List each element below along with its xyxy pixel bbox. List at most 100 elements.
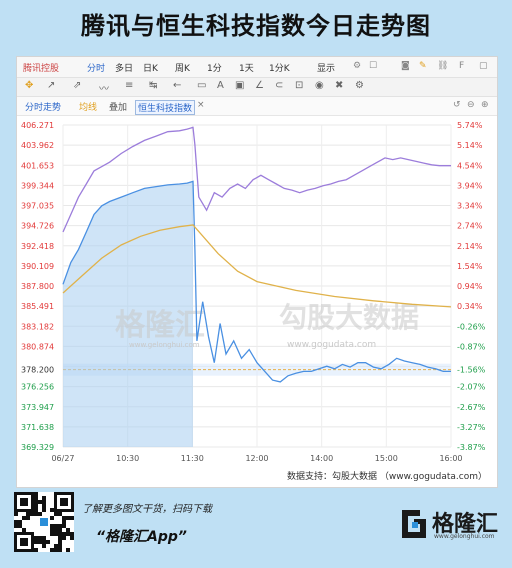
y-left-tick-label: 401.653 [21,161,54,170]
footer-logo-text: 格隆汇 [432,512,499,537]
qr-module [14,520,18,524]
close-icon[interactable]: × [197,100,205,110]
link-icon[interactable]: ⛓ [437,61,449,71]
pencil-icon[interactable]: ✎ [419,61,427,71]
qr-module [38,540,42,544]
footer-line1: 了解更多图文干货，扫码下载 [82,504,212,515]
qr-module [42,540,46,544]
qr-module [70,516,74,520]
channel-tool-icon[interactable]: ≡ [125,80,134,91]
qr-finder-core [60,498,68,506]
qr-module [50,528,54,532]
rect-tool-icon[interactable]: ▭ [197,80,207,91]
arrow-tool-icon[interactable]: ← [173,80,182,91]
toolbar-item-intraday[interactable]: 分时 [87,64,106,74]
qr-module [42,496,46,500]
toolbar-item-1day[interactable]: 1天 [239,64,254,74]
qr-module [62,532,66,536]
y-left-tick-label: 385.491 [21,302,54,311]
lock-icon[interactable]: ⊡ [295,80,304,91]
gear-small-icon[interactable]: ⚙ [355,80,364,91]
tab-overlay[interactable]: 叠加 [109,103,128,113]
qr-module [46,540,50,544]
settings-icon[interactable]: ⚙ [353,61,362,71]
qr-module [54,532,58,536]
qr-module [70,536,74,540]
qr-module [34,504,38,508]
text-tool-icon[interactable]: A [217,80,224,91]
watermark-left-url: www.gelonghui.com [129,341,200,349]
qr-module [54,544,58,548]
range-tool-icon[interactable]: ↹ [149,80,158,91]
qr-code [14,492,74,552]
camera-icon[interactable]: ◙ [401,61,410,71]
qr-module [62,516,66,520]
qr-module [26,516,30,520]
line-tool-icon[interactable]: ↗ [47,80,56,91]
zoom-out-icon[interactable]: ⊖ [467,100,475,110]
delete-icon[interactable]: ✖ [335,80,344,91]
toolbar-item-weekly-k[interactable]: 周K [175,64,190,74]
qr-module [14,512,18,516]
image-tool-icon[interactable]: ▣ [235,80,245,91]
y-right-tick-label: 0.94% [457,282,483,291]
qr-module [58,544,62,548]
toolbar-f10-icon[interactable]: F [459,61,465,71]
qr-module [66,548,70,552]
qr-module [42,536,46,540]
angle-tool-icon[interactable]: ∠ [255,80,264,91]
qr-module [42,508,46,512]
tab-hstech[interactable]: 恒生科技指数 [135,100,196,115]
qr-module [42,504,46,508]
toolbar-item-1min[interactable]: 1分 [207,64,222,74]
ray-tool-icon[interactable]: ⇗ [73,80,82,91]
toolbar-item-display[interactable]: 显示 [317,64,336,74]
watermark-right-url: www.gogudata.com [287,340,376,350]
qr-module [34,512,38,516]
move-icon[interactable]: ✥ [25,80,34,91]
wave-tool-icon[interactable]: 〰 [99,84,109,95]
undo-icon[interactable]: ↺ [453,100,461,110]
y-left-tick-label: 369.329 [21,443,54,452]
x-tick-label: 11:30 [181,454,204,463]
qr-module [62,524,66,528]
toolbar-item-daily-k[interactable]: 日K [143,64,158,74]
qr-module [54,528,58,532]
y-left-tick-label: 406.271 [21,121,54,130]
toolbar-item-1min-k[interactable]: 1分K [269,64,290,74]
qr-module [54,512,58,516]
eye-icon[interactable]: ◉ [315,80,324,91]
expand-icon[interactable]: ▢ [479,61,488,71]
qr-module [50,516,54,520]
y-right-tick-label: -2.67% [457,403,486,412]
qr-module [18,524,22,528]
y-left-tick-label: 383.182 [21,322,54,331]
qr-module [62,536,66,540]
tab-avg[interactable]: 均线 [79,103,98,113]
qr-module [30,512,34,516]
y-right-tick-label: 5.14% [457,141,483,150]
checkbox-icon[interactable]: ☐ [369,61,378,71]
qr-module [54,524,58,528]
qr-module [18,520,22,524]
toolbar-item-multiday[interactable]: 多日 [115,64,134,74]
qr-module [22,528,26,532]
price-area-fill [63,181,193,447]
qr-center-logo [40,518,48,526]
x-tick-label: 10:30 [116,454,139,463]
y-right-tick-label: 3.34% [457,202,483,211]
x-tick-label: 14:00 [310,454,333,463]
tab-intraday[interactable]: 分时走势 [25,103,62,113]
qr-module [14,524,18,528]
qr-module [34,492,38,496]
toolbar-stock-name[interactable]: 腾讯控股 [23,64,60,74]
y-right-tick-label: -2.07% [457,383,486,392]
qr-module [34,536,38,540]
y-left-tick-label: 373.947 [21,403,54,412]
y-right-tick-label: 5.74% [457,121,483,130]
zoom-in-icon[interactable]: ⊕ [481,100,489,110]
watermark-left: 格隆汇 [115,308,205,343]
qr-module [58,532,62,536]
footer-logo-url: www.gelonghui.com [434,533,495,540]
magnet-icon[interactable]: ⊂ [275,80,284,91]
